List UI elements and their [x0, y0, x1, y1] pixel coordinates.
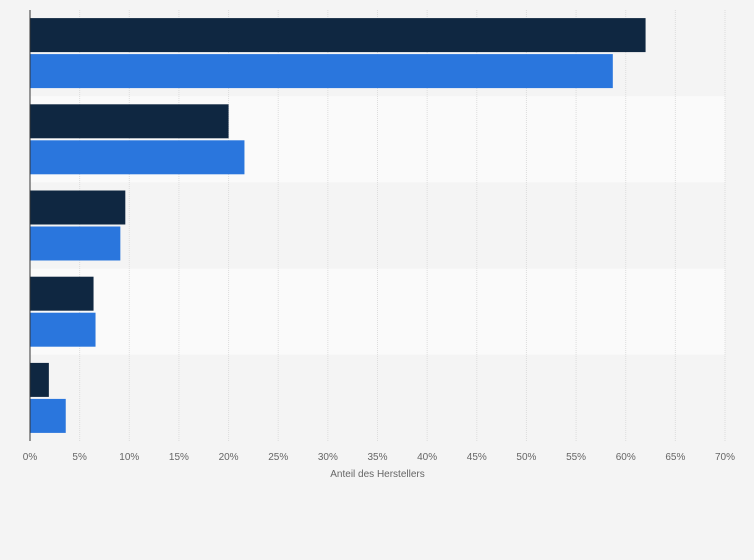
x-tick-label: 10%	[119, 452, 139, 463]
bar-series-2[interactable]	[30, 226, 121, 261]
x-tick-label: 35%	[367, 452, 387, 463]
x-tick-label: 55%	[566, 452, 586, 463]
bars	[30, 18, 646, 433]
x-tick-label: 5%	[72, 452, 87, 463]
x-tick-label: 65%	[665, 452, 685, 463]
bar-series-2[interactable]	[30, 312, 96, 347]
x-tick-label: 0%	[23, 452, 38, 463]
bar-series-2[interactable]	[30, 140, 245, 175]
x-tick-label: 30%	[318, 452, 338, 463]
bar-series-1[interactable]	[30, 18, 646, 53]
bar-series-1[interactable]	[30, 362, 49, 397]
category-band	[30, 268, 725, 355]
category-band	[30, 182, 725, 269]
x-tick-label: 45%	[467, 452, 487, 463]
x-tick-label: 15%	[169, 452, 189, 463]
x-tick-label: 60%	[616, 452, 636, 463]
x-tick-labels: 0% 5% 10% 15% 20% 25% 30% 35% 40% 45% 50% 55% 60% 65%…	[23, 452, 735, 463]
bar-series-1[interactable]	[30, 190, 126, 225]
bar-series-2[interactable]	[30, 398, 66, 433]
bar-series-2[interactable]	[30, 54, 613, 89]
x-tick-label: 70%	[715, 452, 735, 463]
x-tick-label: 50%	[516, 452, 536, 463]
bar-series-1[interactable]	[30, 276, 94, 311]
x-tick-label: 20%	[219, 452, 239, 463]
x-tick-label: 25%	[268, 452, 288, 463]
bar-series-1[interactable]	[30, 104, 229, 139]
x-axis-title: Anteil des Herstellers	[330, 469, 424, 480]
x-tick-label: 40%	[417, 452, 437, 463]
